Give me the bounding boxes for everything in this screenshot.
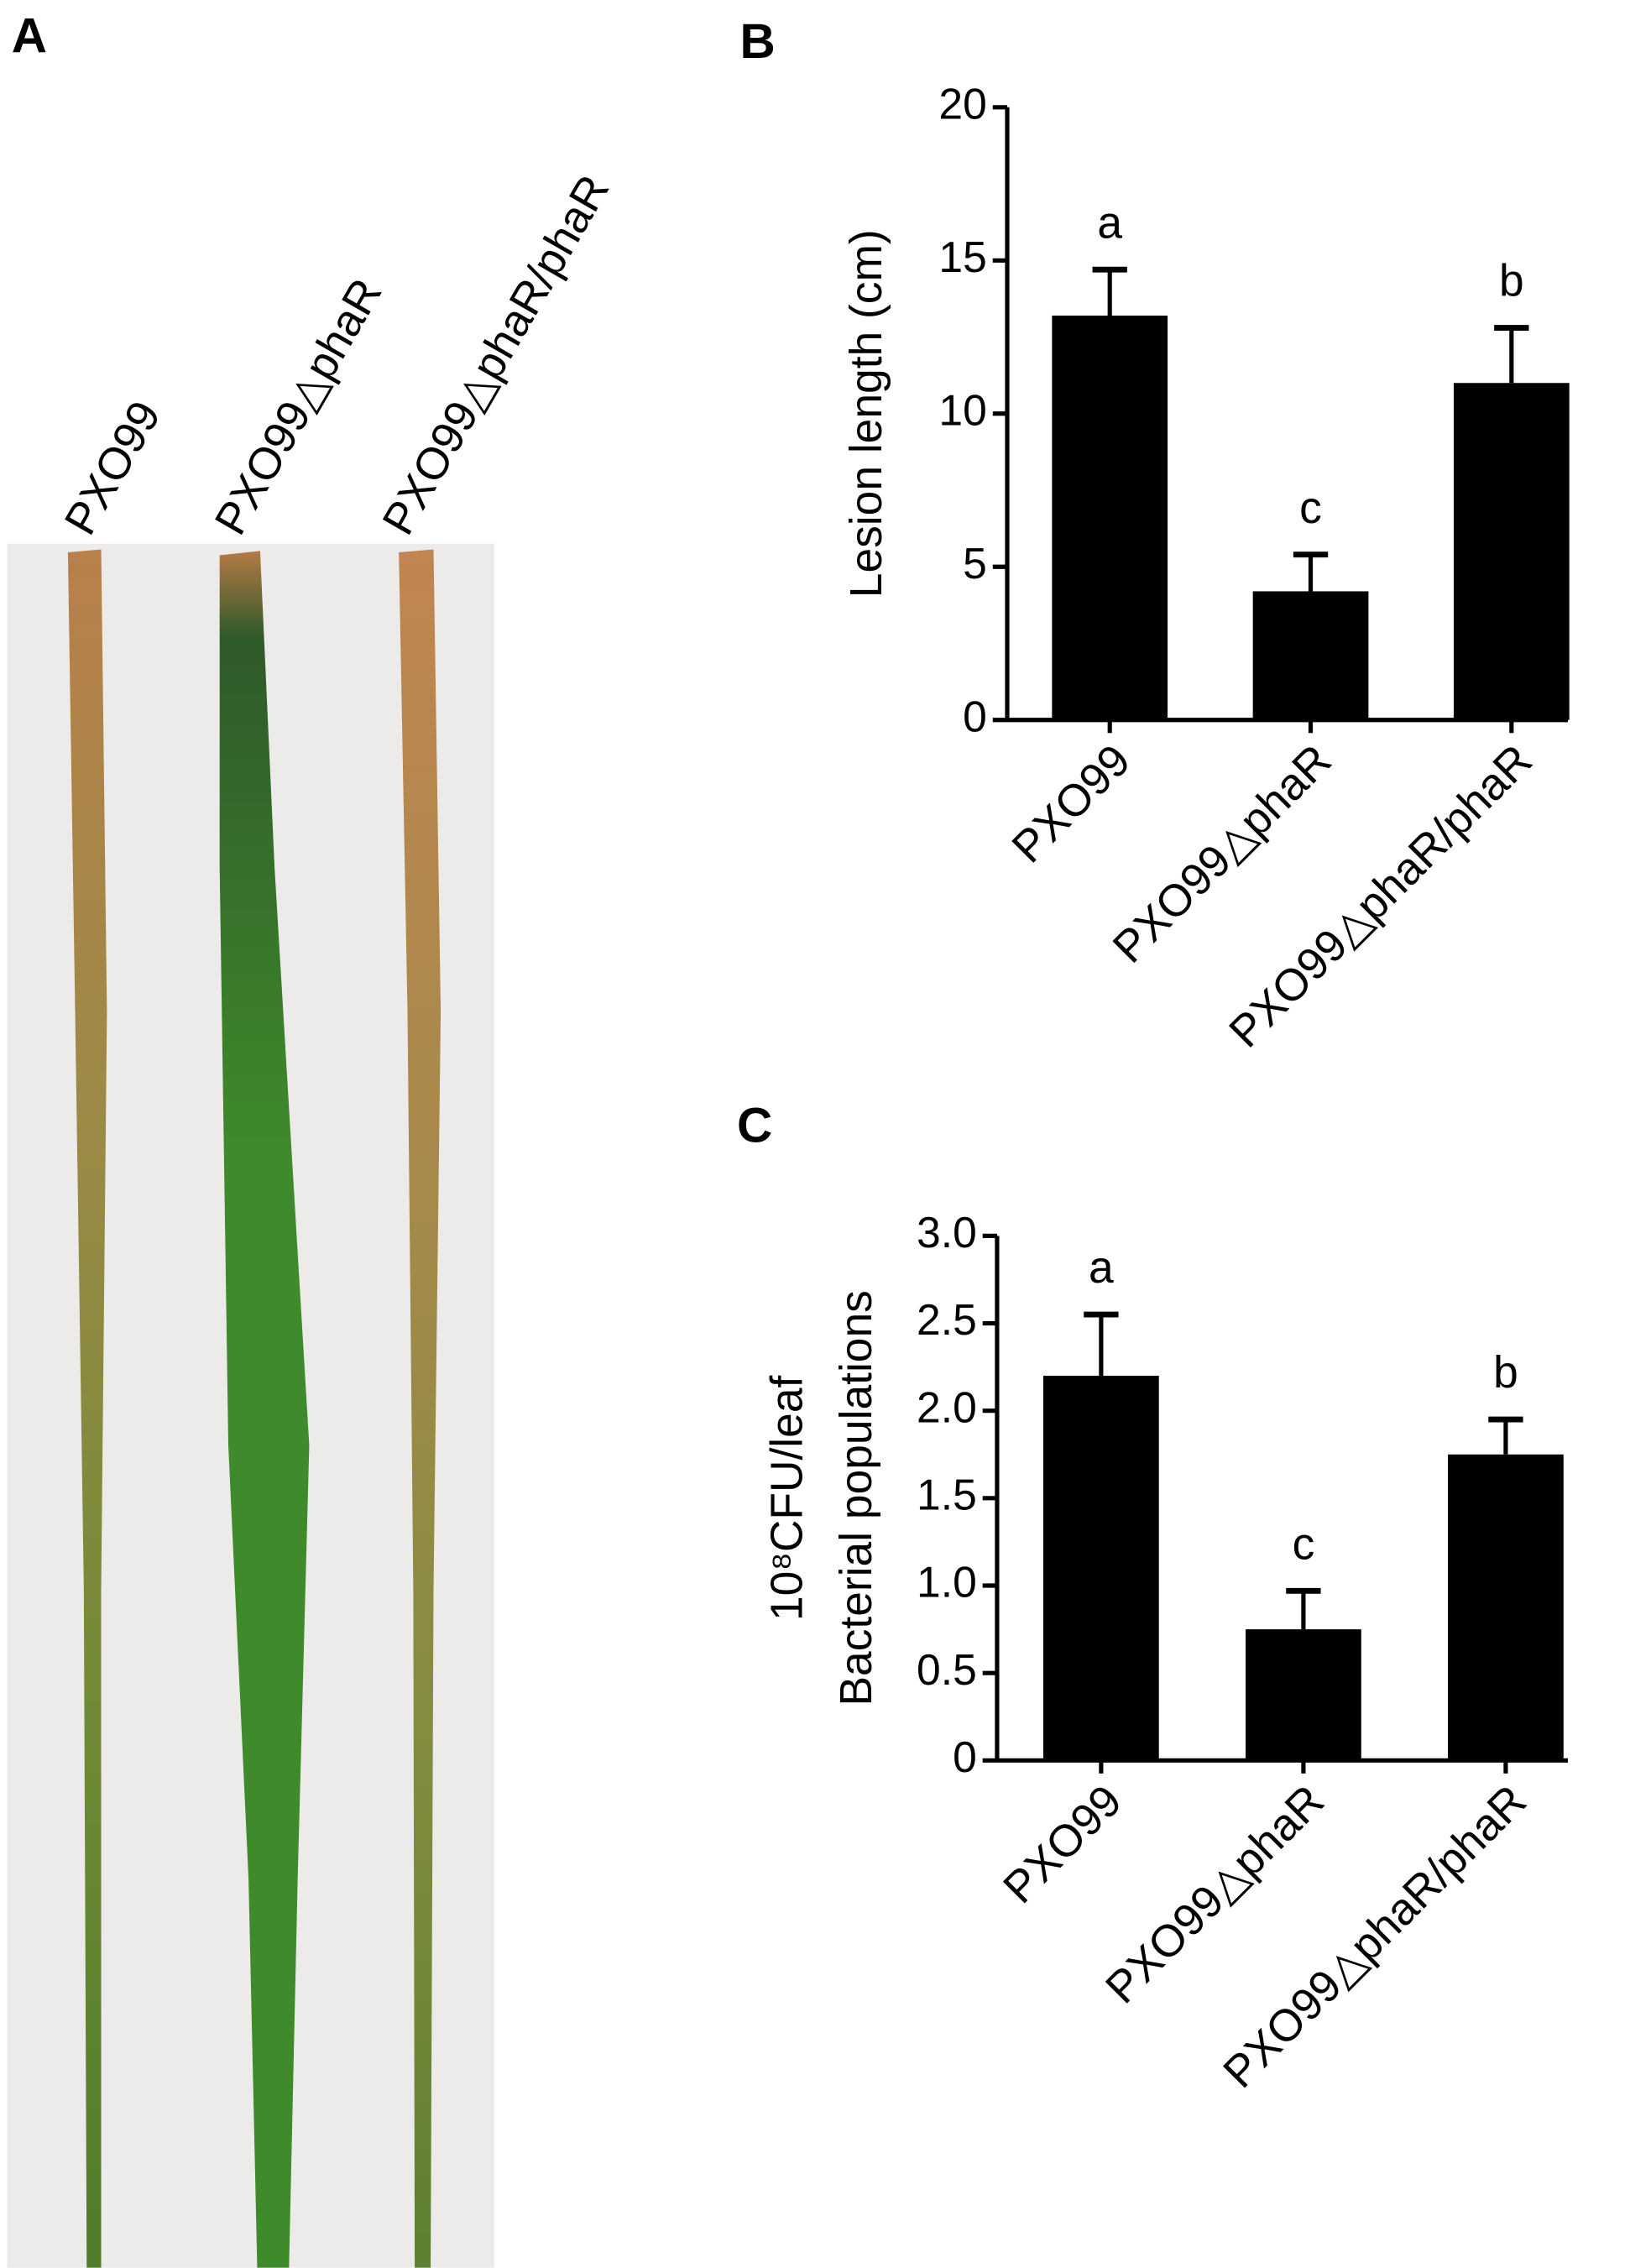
y-axis-label: Lesion length (cm) bbox=[842, 229, 891, 598]
leaf-label: PXO99 bbox=[55, 393, 170, 542]
y-axis-label: Bacterial populations bbox=[832, 1290, 881, 1706]
y-tick-label: 1.0 bbox=[917, 1558, 977, 1607]
bar bbox=[1246, 1629, 1361, 1761]
leaf bbox=[67, 549, 107, 2268]
bar bbox=[1453, 383, 1570, 720]
y-axis-label: 10⁸CFU/leaf bbox=[763, 1375, 812, 1621]
y-tick-label: 2.5 bbox=[917, 1295, 977, 1344]
x-tick-label: PXO99 bbox=[995, 1776, 1131, 1913]
leaf-label: PXO99△phaR/phaR bbox=[374, 167, 619, 543]
significance-letter: c bbox=[1299, 483, 1322, 533]
x-tick-label: PXO99 bbox=[1003, 735, 1140, 872]
significance-letter: a bbox=[1097, 198, 1122, 248]
y-tick-label: 3.0 bbox=[917, 1208, 977, 1257]
bar bbox=[1043, 1376, 1159, 1761]
panel-label: A bbox=[12, 8, 47, 63]
y-tick-label: 15 bbox=[938, 233, 986, 281]
panel-label: C bbox=[737, 1098, 772, 1152]
significance-letter: c bbox=[1293, 1519, 1315, 1569]
leaf bbox=[399, 549, 441, 2268]
significance-letter: b bbox=[1493, 1348, 1518, 1398]
photo-panel: A PXO99 PXO99△phaR PXO99△phaR/phaR bbox=[7, 8, 619, 2268]
y-tick-label: 10 bbox=[938, 385, 986, 434]
bar bbox=[1448, 1454, 1564, 1761]
bar bbox=[1052, 315, 1168, 720]
leaf-label: PXO99△phaR bbox=[206, 270, 391, 543]
panel-label: B bbox=[739, 14, 775, 69]
leaf bbox=[219, 551, 310, 2268]
y-tick-label: 0.5 bbox=[917, 1645, 977, 1694]
y-tick-label: 0 bbox=[953, 1732, 977, 1781]
y-tick-label: 2.0 bbox=[917, 1382, 977, 1431]
y-tick-label: 5 bbox=[963, 539, 987, 588]
significance-letter: a bbox=[1089, 1243, 1114, 1293]
y-tick-label: 1.5 bbox=[917, 1470, 977, 1518]
y-tick-label: 20 bbox=[938, 79, 986, 128]
significance-letter: b bbox=[1499, 257, 1524, 306]
y-tick-label: 0 bbox=[963, 692, 987, 740]
bar bbox=[1252, 591, 1369, 720]
